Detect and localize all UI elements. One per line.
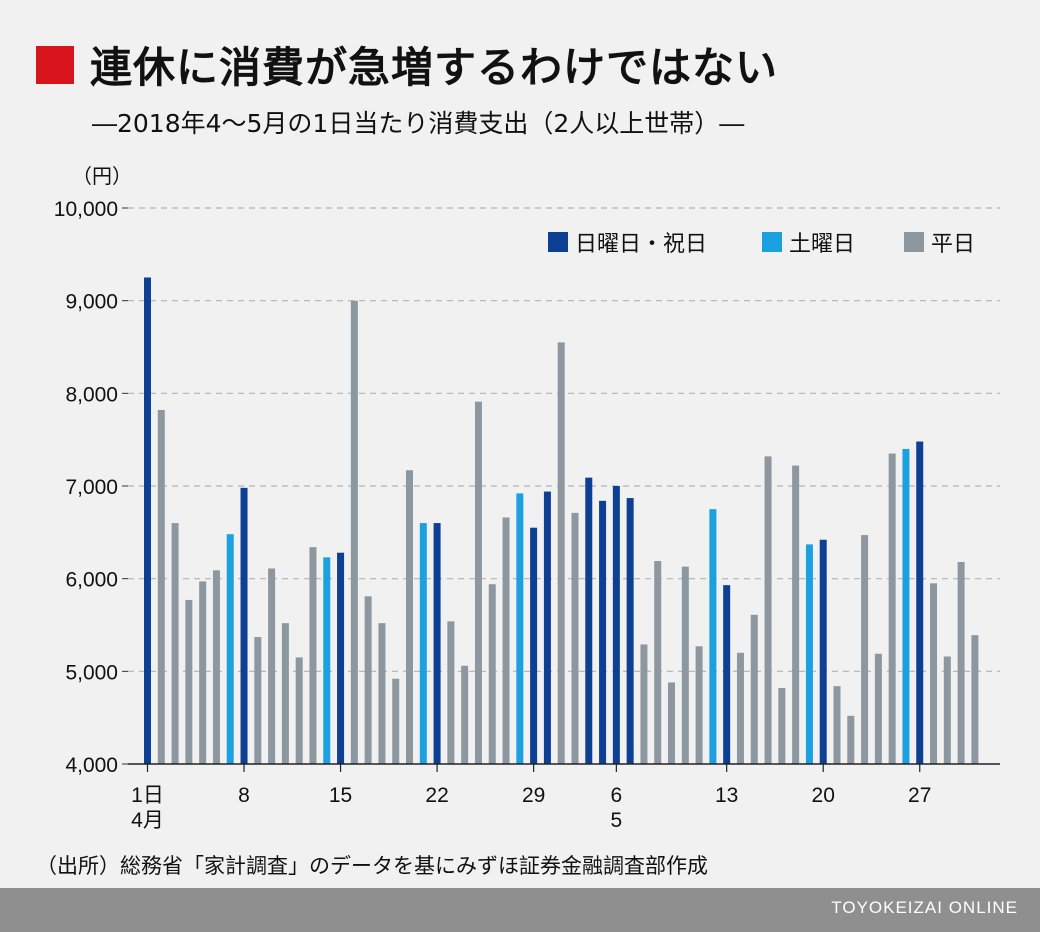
- bar-weekday: [254, 637, 262, 764]
- bar-weekday: [295, 657, 303, 764]
- x-tick-label: 8: [238, 784, 250, 807]
- bar-holiday: [543, 491, 551, 764]
- bar-weekday: [736, 652, 744, 764]
- title-marker: [36, 45, 74, 84]
- legend-swatch-saturday: [762, 232, 782, 252]
- x-tick-label: 27: [908, 784, 931, 807]
- bar-weekday: [888, 453, 896, 764]
- y-tick-label: 7,000: [65, 476, 118, 499]
- bar-saturday: [902, 448, 910, 764]
- chart-subtitle: ―2018年4～5月の1日当たり消費支出（2人以上世帯）―: [92, 109, 745, 138]
- bar-weekday: [502, 517, 510, 764]
- bar-weekday: [268, 568, 276, 764]
- bar-weekday: [971, 635, 979, 764]
- bar-holiday: [723, 585, 731, 764]
- footer-bar: TOYOKEIZAI ONLINE: [0, 888, 1040, 932]
- bar-weekday: [861, 535, 869, 764]
- bar-holiday: [433, 523, 441, 764]
- bar-weekday: [640, 644, 648, 764]
- bar-holiday: [144, 277, 151, 764]
- bar-weekday: [681, 566, 689, 764]
- bar-weekday: [350, 300, 358, 764]
- title-block: 連休に消費が急増するわけではない: [36, 34, 778, 95]
- bar-holiday: [530, 527, 538, 764]
- bar-weekday: [764, 456, 772, 764]
- bar-weekday: [957, 561, 965, 764]
- legend-label-weekday: 平日: [931, 232, 975, 257]
- bar-weekday: [199, 581, 207, 764]
- bar-weekday: [778, 688, 786, 764]
- bar-holiday: [337, 552, 345, 764]
- y-axis-unit: （円）: [72, 164, 132, 188]
- bar-holiday: [626, 498, 634, 764]
- bar-saturday: [419, 523, 427, 764]
- y-tick-label: 10,000: [54, 198, 118, 221]
- bar-weekday: [378, 623, 386, 764]
- bar-holiday: [612, 486, 620, 764]
- bar-weekday: [833, 686, 841, 764]
- bar-holiday: [819, 539, 827, 764]
- y-tick-label: 9,000: [65, 291, 118, 314]
- y-tick-label: 6,000: [65, 569, 118, 592]
- bar-weekday: [212, 570, 220, 764]
- y-tick-label: 5,000: [65, 661, 118, 684]
- chart-title: 連休に消費が急増するわけではない: [90, 43, 779, 92]
- bar-saturday: [323, 557, 331, 764]
- x-tick-label: 29: [522, 784, 545, 807]
- bar-holiday: [916, 441, 924, 764]
- bar-weekday: [171, 523, 179, 764]
- bar-weekday: [157, 410, 165, 764]
- x-tick-label-month: 4月: [131, 809, 164, 832]
- bar-weekday: [874, 653, 882, 764]
- x-tick-label: 20: [812, 784, 835, 807]
- bar-saturday: [226, 534, 234, 764]
- bar-weekday: [557, 342, 565, 764]
- bar-weekday: [392, 678, 400, 764]
- x-tick-label: 1日: [131, 784, 164, 807]
- bar-weekday: [847, 715, 855, 764]
- x-tick-label: 15: [329, 784, 352, 807]
- brand-label: TOYOKEIZAI ONLINE: [831, 898, 1018, 917]
- x-tick-label: 6: [611, 784, 623, 807]
- y-tick-label: 8,000: [65, 383, 118, 406]
- legend-label-saturday: 土曜日: [789, 232, 855, 257]
- bar-weekday: [571, 512, 579, 764]
- bar-weekday: [185, 599, 193, 764]
- bar-weekday: [943, 656, 951, 764]
- bar-weekday: [750, 614, 758, 764]
- bar-weekday: [447, 621, 455, 764]
- bar-weekday: [930, 583, 938, 764]
- legend-label-holiday: 日曜日・祝日: [575, 232, 707, 257]
- bar-weekday: [695, 646, 703, 764]
- bar-holiday: [599, 500, 607, 764]
- x-tick-label: 13: [715, 784, 738, 807]
- bar-weekday: [668, 682, 676, 764]
- bar-weekday: [281, 623, 289, 764]
- bar-weekday: [488, 584, 496, 764]
- bar-weekday: [406, 470, 414, 764]
- bar-weekday: [461, 665, 469, 764]
- bar-weekday: [474, 401, 482, 764]
- bar-weekday: [792, 465, 800, 764]
- y-tick-label: 4,000: [65, 754, 118, 777]
- x-tick-label: 22: [425, 784, 448, 807]
- legend-swatch-weekday: [904, 232, 924, 252]
- bar-saturday: [709, 509, 717, 764]
- bar-weekday: [309, 547, 317, 764]
- bar-holiday: [585, 477, 593, 764]
- source-note: （出所）総務省「家計調査」のデータを基にみずほ証券金融調査部作成: [36, 854, 708, 878]
- bar-chart: 4,000 5,000 6,000 7,000 8,000 9,000 10,000 1日4月…: [54, 198, 1000, 832]
- x-tick-label-month: 5: [611, 809, 623, 832]
- bar-holiday: [240, 487, 248, 764]
- bar-weekday: [654, 561, 662, 764]
- bar-saturday: [805, 544, 813, 764]
- legend-swatch-holiday: [548, 232, 568, 252]
- bar-saturday: [516, 493, 524, 764]
- bar-weekday: [364, 596, 372, 764]
